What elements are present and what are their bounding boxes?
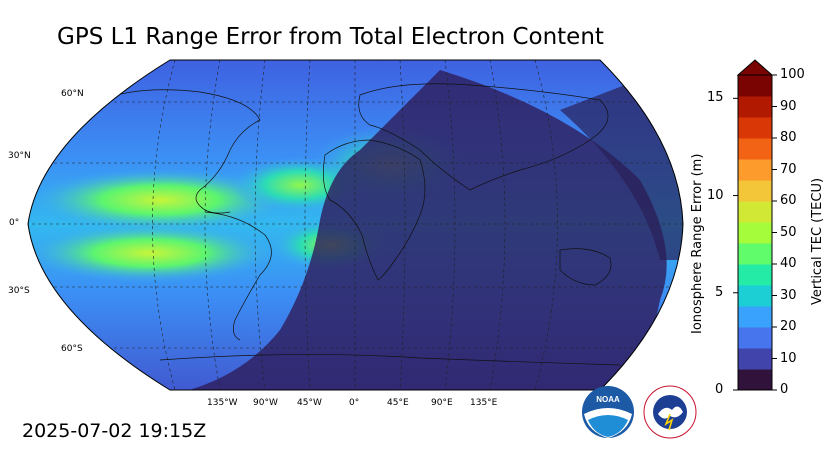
globe-outline (27, 59, 684, 391)
colorbar-right-tick-label: 40 (780, 256, 797, 271)
colorbar-right-tick-label: 70 (780, 161, 797, 177)
colorbar-swatch (738, 117, 772, 139)
colorbar-left-ticks (733, 97, 738, 391)
tec-crest-north-americas (30, 168, 290, 232)
colorbar-swatch (738, 159, 772, 181)
colorbar-swatch (738, 180, 772, 202)
colorbar-swatch (738, 327, 772, 349)
colorbar-right-tick-label: 50 (780, 224, 797, 240)
colorbar-right-tick-label: 30 (780, 287, 797, 303)
globe (28, 60, 683, 390)
agency-logos: NOAA (582, 385, 697, 439)
colorbar-left-tick-label: 0 (715, 382, 724, 397)
lat-label-60n: 60°N (61, 89, 84, 99)
colorbar (733, 59, 777, 391)
lat-label-30n: 30°N (8, 151, 31, 161)
tec-crest-south-americas (28, 223, 275, 283)
colorbar-left-axis-title: Ionosphere Range Error (m) (690, 153, 705, 334)
colorbar-right-tick-label: 20 (780, 319, 797, 334)
colorbar-right-ticks (772, 74, 777, 391)
colorbar-right-tick-label: 100 (780, 67, 805, 82)
noaa-logo-text: NOAA (596, 395, 620, 404)
graticule (28, 60, 683, 390)
colorbar-swatch (738, 138, 772, 160)
colorbar-swatch (738, 369, 772, 391)
colorbar-swatch (738, 285, 772, 307)
colorbar-left-tick-label: 5 (715, 284, 724, 300)
lon-label-135e: 135°E (470, 398, 498, 408)
colorbar-swatch (738, 75, 772, 97)
colorbar-left-tick-label: 10 (707, 187, 724, 203)
colorbar-extend-triangle (736, 59, 774, 76)
lat-label-60s: 60°S (61, 344, 83, 354)
night-hemisphere (170, 70, 667, 390)
noaa-logo: NOAA (582, 386, 634, 438)
colorbar-swatch (738, 243, 772, 265)
lon-label-90w: 90°W (253, 398, 278, 408)
valid-time: 2025-07-02 19:15Z (22, 420, 207, 442)
colorbar-right-tick-label: 80 (780, 130, 797, 145)
nws-logo (643, 385, 697, 439)
colorbar-swatch (738, 96, 772, 118)
colorbar-swatch (738, 348, 772, 370)
colorbar-right-tick-label: 10 (780, 350, 797, 366)
lat-label-0: 0° (9, 218, 20, 228)
colorbar-swatches (738, 75, 772, 391)
colorbar-swatch (738, 222, 772, 244)
colorbar-left-tick-label: 15 (707, 90, 724, 106)
map-title: GPS L1 Range Error from Total Electron C… (57, 24, 604, 50)
lon-label-45e: 45°E (387, 398, 409, 408)
colorbar-right-tick-label: 0 (780, 382, 789, 397)
colorbar-swatch (738, 264, 772, 286)
colorbar-swatch (738, 306, 772, 328)
lon-label-90e: 90°E (431, 398, 453, 408)
lat-label-30s: 30°S (8, 286, 30, 296)
coastlines (99, 83, 621, 366)
lon-label-0: 0° (349, 398, 360, 408)
colorbar-right-axis-title: Vertical TEC (TECU) (810, 177, 825, 305)
lon-label-45w: 45°W (297, 398, 322, 408)
colorbar-right-tick-label: 60 (780, 193, 797, 208)
colorbar-swatch (738, 201, 772, 223)
colorbar-right-tick-label: 90 (780, 98, 797, 114)
lon-label-135w: 135°W (207, 398, 238, 408)
